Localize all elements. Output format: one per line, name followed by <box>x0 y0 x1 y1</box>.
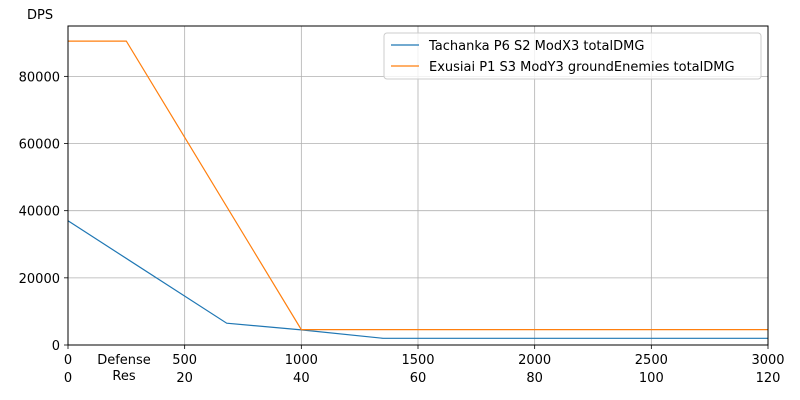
x2-tick-label: 60 <box>410 371 427 386</box>
series-layer <box>67 40 768 339</box>
x-tick-label: 1500 <box>401 353 434 368</box>
x-tick-label: 1000 <box>285 353 318 368</box>
y-tick-label: 80000 <box>19 70 60 85</box>
x-tick-label: 2500 <box>635 353 668 368</box>
x2-tick-label: 20 <box>176 371 193 386</box>
ticks: 0050020100040150060200080250010030001200… <box>19 70 785 386</box>
y-axis-title: DPS <box>27 8 53 23</box>
y-tick-label: 40000 <box>19 205 60 220</box>
x2-tick-label: 40 <box>293 371 310 386</box>
x-tick-label: 2000 <box>518 353 551 368</box>
x-tick-label: 3000 <box>751 353 784 368</box>
x2-tick-label: 0 <box>64 371 72 386</box>
legend: Tachanka P6 S2 ModX3 totalDMG Exusiai P1 … <box>383 32 762 80</box>
y-tick-label: 20000 <box>19 272 60 287</box>
y-tick-label: 60000 <box>19 138 60 153</box>
x-tick-label: 500 <box>172 353 197 368</box>
series-line-2 <box>68 40 768 331</box>
x-tick-label: 0 <box>64 353 72 368</box>
legend-label: Tachanka P6 S2 ModX3 totalDMG <box>428 39 644 54</box>
x2-tick-label: 120 <box>756 371 781 386</box>
legend-label: Exusiai P1 S3 ModY3 groundEnemies totalD… <box>429 60 735 75</box>
x2-tick-label: 100 <box>639 371 664 386</box>
y-tick-label: 0 <box>52 339 60 354</box>
x2-tick-label: 80 <box>526 371 543 386</box>
x-axis-title-res: Res <box>112 369 135 384</box>
legend-box <box>383 32 762 80</box>
x-axis-title-defense: Defense <box>97 353 151 368</box>
